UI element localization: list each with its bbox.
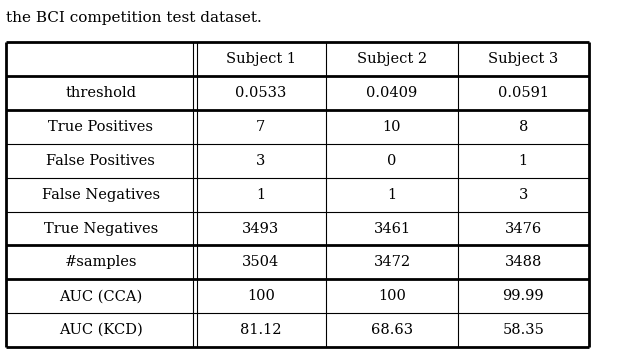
- Text: 0.0409: 0.0409: [366, 86, 418, 100]
- Text: Subject 3: Subject 3: [488, 52, 558, 67]
- Text: 1: 1: [387, 188, 397, 202]
- Text: 3472: 3472: [373, 255, 411, 269]
- Text: 7: 7: [256, 120, 266, 134]
- Text: Subject 2: Subject 2: [357, 52, 427, 67]
- Text: 58.35: 58.35: [502, 323, 544, 337]
- Text: 8: 8: [518, 120, 528, 134]
- Text: the BCI competition test dataset.: the BCI competition test dataset.: [6, 11, 262, 25]
- Text: False Negatives: False Negatives: [42, 188, 160, 202]
- Text: AUC (CCA): AUC (CCA): [59, 289, 143, 303]
- Text: 3476: 3476: [504, 222, 542, 235]
- Text: 0.0591: 0.0591: [498, 86, 548, 100]
- Text: 81.12: 81.12: [240, 323, 282, 337]
- Text: True Positives: True Positives: [48, 120, 154, 134]
- Text: 1: 1: [256, 188, 266, 202]
- Text: 3: 3: [256, 154, 266, 168]
- Text: 100: 100: [247, 289, 275, 303]
- Text: 1: 1: [518, 154, 528, 168]
- Text: 10: 10: [383, 120, 401, 134]
- Text: True Negatives: True Negatives: [44, 222, 158, 235]
- Text: 3: 3: [518, 188, 528, 202]
- Text: 3488: 3488: [504, 255, 542, 269]
- Text: #samples: #samples: [65, 255, 137, 269]
- Text: False Positives: False Positives: [46, 154, 156, 168]
- Text: 3493: 3493: [242, 222, 280, 235]
- Text: 3504: 3504: [242, 255, 280, 269]
- Text: 99.99: 99.99: [502, 289, 544, 303]
- Text: AUC (KCD): AUC (KCD): [59, 323, 143, 337]
- Text: 3461: 3461: [373, 222, 411, 235]
- Text: 100: 100: [378, 289, 406, 303]
- Text: 0.0533: 0.0533: [235, 86, 287, 100]
- Text: 0: 0: [387, 154, 397, 168]
- Text: threshold: threshold: [65, 86, 136, 100]
- Text: Subject 1: Subject 1: [226, 52, 296, 67]
- Text: 68.63: 68.63: [371, 323, 413, 337]
